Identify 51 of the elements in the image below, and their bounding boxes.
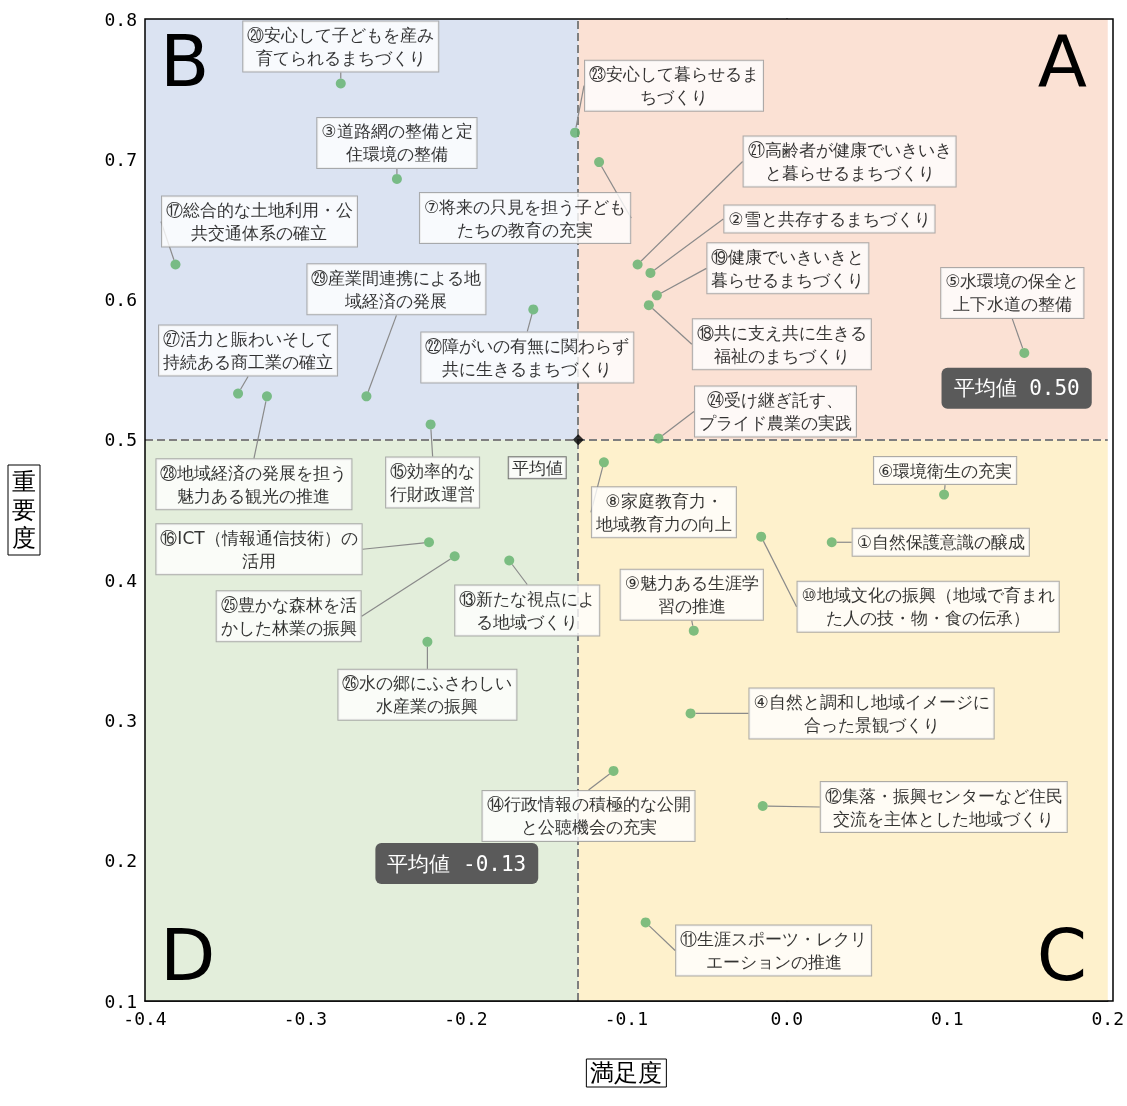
ref-line-label: 平均値 -0.13 — [387, 851, 527, 876]
annotation: ⑭行政情報の積極的な公開と公聴機会の充実 — [486, 794, 691, 838]
y-tick-label: 0.8 — [104, 8, 137, 30]
annotation: ⑧家庭教育力・地域教育力の向上 — [594, 490, 732, 534]
annotation: ㉘地域経済の発展を担う魅力ある観光の推進 — [160, 462, 348, 506]
annotation: C — [1036, 913, 1088, 997]
x-tick-label: 0.1 — [931, 1007, 964, 1029]
y-axis-title: 重要度 — [12, 468, 36, 552]
annotation: ①自然保護意識の醸成 — [856, 532, 1025, 553]
y-tick-label: 0.5 — [104, 429, 137, 451]
annotation: ㉕豊かな森林を活かした林業の振興 — [220, 594, 357, 638]
y-tick-label: 0.2 — [104, 850, 137, 872]
ref-line-label: 平均値 0.50 — [953, 376, 1080, 401]
annotation: ⑬新たな視点による地域づくり — [459, 589, 596, 632]
annotation: D — [160, 913, 216, 997]
annotation: ⑨魅力ある生涯学習の推進 — [624, 573, 759, 617]
annotation: ⑥環境衛生の充実 — [877, 460, 1013, 481]
y-tick-label: 0.6 — [104, 289, 137, 311]
annotation: ⑮効率的な行財政運営 — [390, 460, 476, 504]
annotation: ⑯ICT（情報通信技術）の活用 — [160, 527, 358, 571]
annotation: ㉑高齢者が健康でいきいきと暮らせるまちづくり — [747, 140, 952, 183]
annotation: ⑦将来の只見を担う子どもたちの教育の充実 — [423, 196, 627, 240]
annotation: ⑰総合的な土地利用・公共交通体系の確立 — [165, 200, 353, 243]
annotation: ㉙産業間連携による地域経済の発展 — [311, 267, 482, 311]
annotation: ②雪と共存するまちづくり — [728, 208, 931, 229]
annotation: ⑩地域文化の振興（地域で育まれた人の技・物・食の伝承） — [801, 585, 1055, 629]
annotation: ㉔受け継ぎ託す、プライド農業の実践 — [698, 389, 852, 433]
annotation: ⑫集落・振興センターなど住民交流を主体とした地域づくり — [824, 785, 1063, 829]
annotation: ⑪生涯スポーツ・レクリエーションの推進 — [680, 928, 868, 972]
annotation: ③道路網の整備と定住環境の整備 — [321, 121, 473, 165]
x-tick-label: -0.3 — [283, 1007, 328, 1029]
x-tick-label: 0.2 — [1091, 1007, 1124, 1029]
annotation: ⑱共に支え共に生きる福祉のまちづくり — [696, 322, 867, 366]
annotation: ⑳安心して子どもを産み育てられるまちづくり — [247, 25, 435, 69]
x-axis-title: 満足度 — [590, 1059, 663, 1087]
annotation: ⑲健康でいきいきと暮らせるまちづくり — [711, 246, 865, 290]
annotation: ④自然と調和し地域イメージに合った景観づくり — [753, 691, 990, 735]
x-tick-label: 0.0 — [770, 1007, 804, 1029]
annotation: ⑤水環境の保全と上下水道の整備 — [945, 271, 1080, 315]
x-tick-label: -0.1 — [604, 1007, 649, 1029]
y-tick-label: 0.3 — [104, 709, 137, 731]
annotation: ㉒障がいの有無に関わらず共に生きるまちづくり — [425, 335, 630, 379]
annotation: B — [160, 19, 210, 103]
x-tick-label: -0.2 — [444, 1007, 488, 1029]
series-label: 平均値 — [511, 457, 563, 478]
annotation: ㉓安心して暮らせるまちづくり — [589, 64, 760, 108]
annotation: A — [1037, 19, 1088, 103]
y-tick-label: 0.4 — [104, 569, 137, 591]
annotation: ㉗活力と賑わいそして持続ある商工業の確立 — [163, 329, 334, 373]
annotation: ㉖水の郷にふさわしい水産業の振興 — [342, 673, 513, 717]
y-tick-label: 0.7 — [104, 148, 137, 170]
